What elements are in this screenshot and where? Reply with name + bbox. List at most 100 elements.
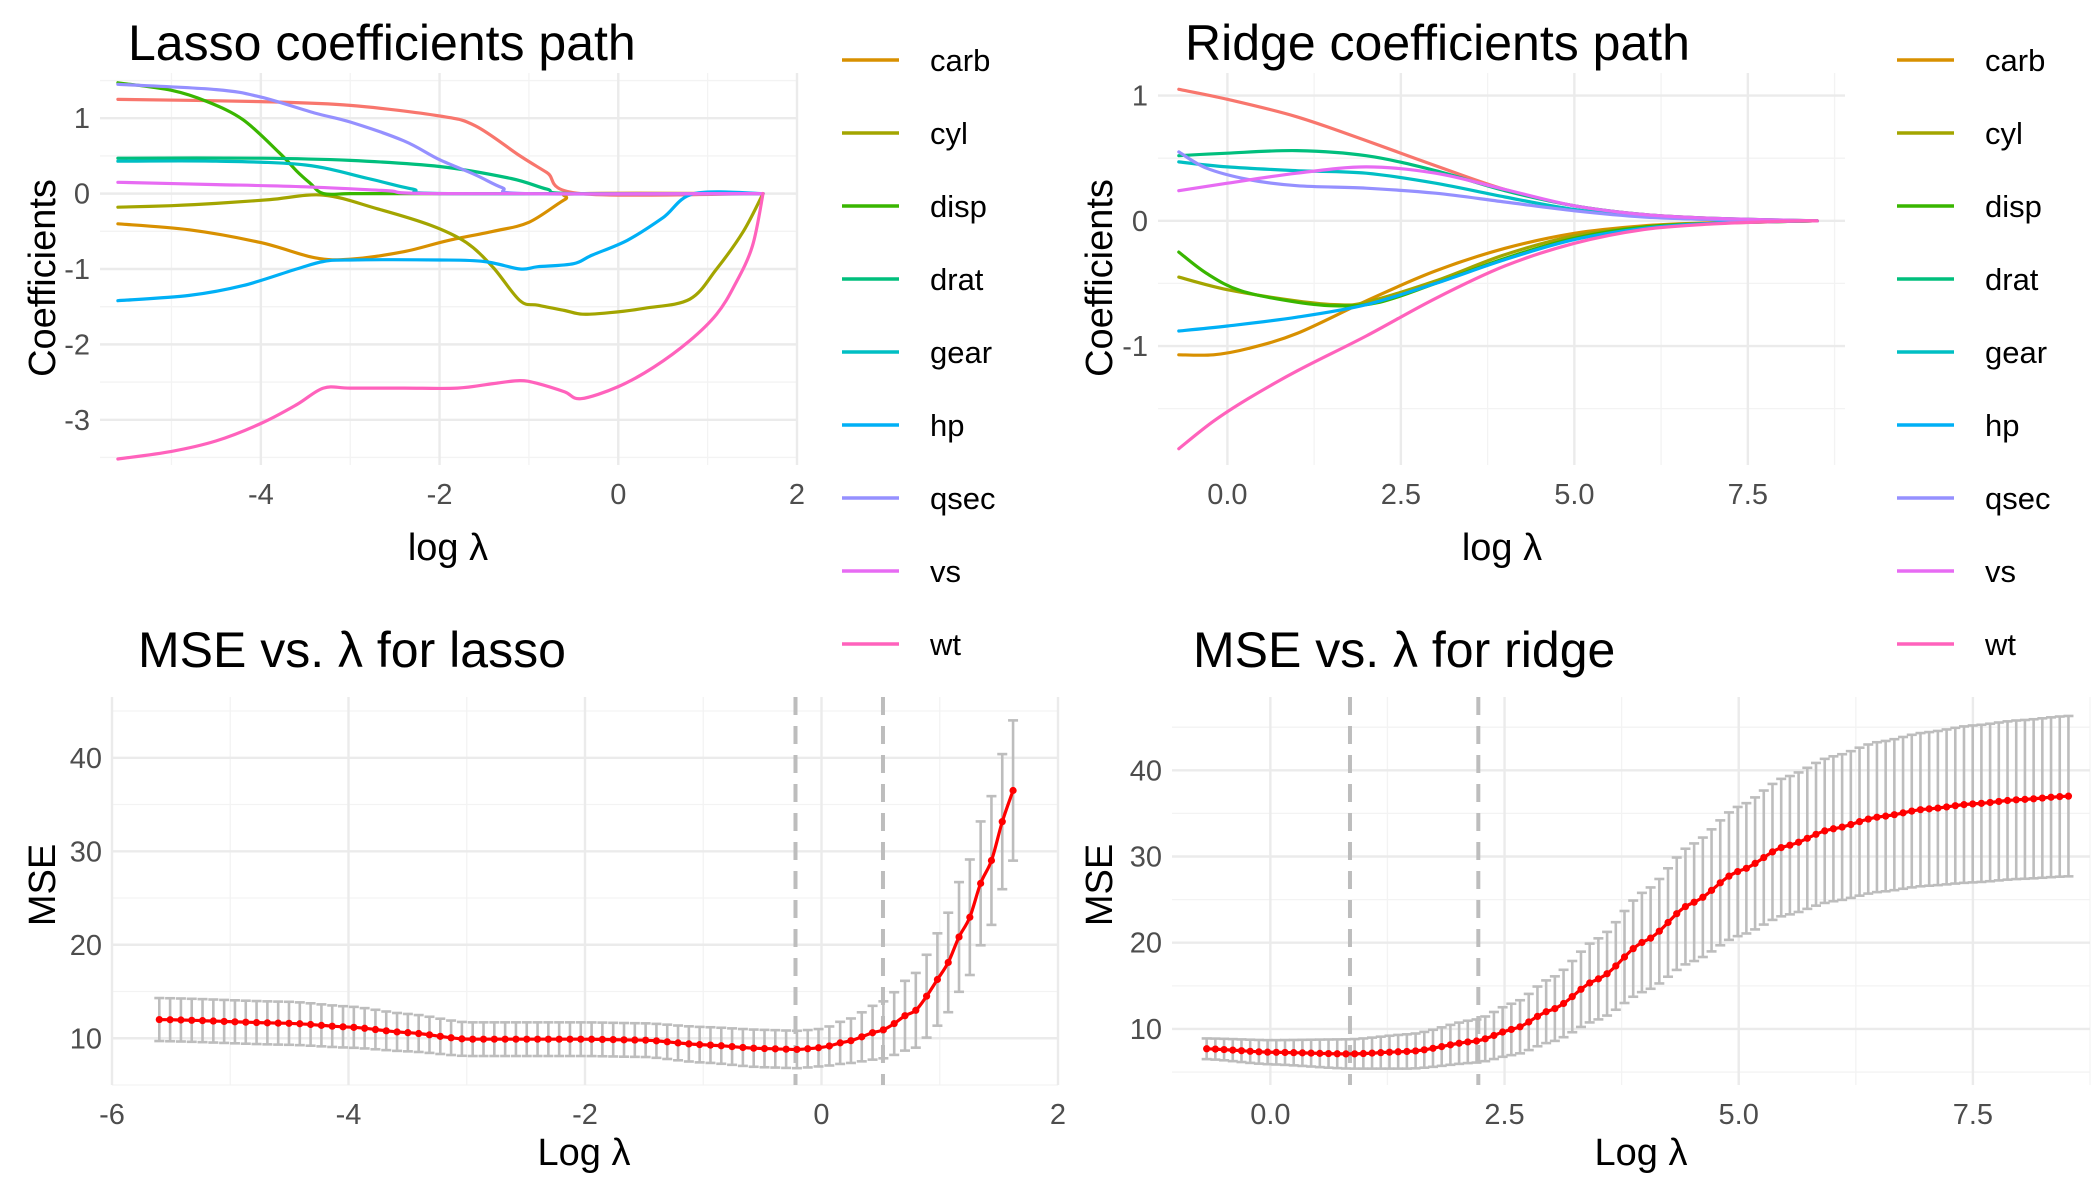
ridge-coef-ytick-label: 1 [1132,81,1148,113]
ridge-mse-mse-point [1499,1028,1507,1036]
ridge-coef-title: Ridge coefficients path [1185,15,1690,71]
lasso-mse-mse-point [382,1027,390,1035]
ridge-coef-legend-label-qsec: qsec [1985,481,2050,516]
ridge-coef-line-vs [1177,165,1819,223]
ridge-mse-mse-point [1890,811,1898,819]
ridge-mse-mse-point [1751,859,1759,868]
lasso-mse-xtick-label: -2 [572,1099,598,1131]
lasso-mse-mse-point [307,1020,315,1029]
lasso-coef-xtick-label: -4 [248,479,274,511]
lasso-mse-mse-point [328,1022,336,1030]
ridge-mse-mse-point [1969,800,1977,808]
lasso-mse-mse-point [933,975,942,984]
lasso-mse-ytick-label: 40 [70,743,102,775]
ridge-mse-mse-point [1638,938,1646,947]
ridge-mse-mse-point [1786,841,1794,849]
ridge-mse-mse-point [1821,827,1829,835]
ridge-mse-mse-point [1229,1046,1237,1054]
ridge-mse-title: MSE vs. λ for ridge [1193,622,1615,678]
lasso-mse-mse-point [598,1035,606,1044]
ridge-mse-mse-point [1394,1048,1402,1056]
lasso-mse-curve [155,786,1017,1054]
lasso-mse-xticks: -6 -4 -2 0 2 [99,1099,1066,1131]
ridge-mse-mse-point [1411,1047,1420,1055]
lasso-mse-xtick-label: 0 [813,1099,829,1131]
ridge-mse-mse-point [1507,1025,1515,1034]
ridge-mse-mse-point [1612,962,1620,970]
lasso-mse-mse-point [760,1044,769,1053]
ridge-mse-mse-point [2021,795,2029,803]
lasso-mse-mse-point [620,1036,628,1044]
lasso-mse-mse-point [198,1017,207,1025]
lasso-mse-ytick-label: 20 [70,930,102,962]
lasso-mse-mse-point [782,1045,790,1053]
lasso-coef-panel: Lasso coefficients path -4 -2 0 2 -3-2-101 … [22,15,805,569]
ridge-mse-mse-point [1812,830,1820,838]
ridge-mse-mse-point [1586,979,1594,987]
ridge-mse-mse-point [1342,1050,1350,1058]
ridge-mse-mse-point [1316,1049,1324,1057]
ridge-mse-mse-point [1551,1005,1559,1013]
ridge-mse-grid [1172,697,2091,1085]
lasso-mse-mse-point [631,1036,639,1044]
lasso-mse-mse-point [912,1006,920,1014]
ridge-mse-mse-point [1760,853,1768,862]
ridge-mse-mse-point [1211,1045,1219,1053]
ridge-mse-mse-point [1263,1048,1272,1056]
ridge-mse-mse-point [1594,975,1602,983]
lasso-coef-legend-label-qsec: qsec [930,481,995,516]
lasso-mse-mse-point [728,1043,736,1051]
lasso-mse-mse-point [544,1035,552,1043]
ridge-mse-ytick-label: 10 [1130,1014,1162,1046]
ridge-mse-mse-point [1324,1049,1333,1058]
ridge-mse-mse-point [1681,902,1690,911]
ridge-mse-mse-point [1351,1050,1359,1058]
lasso-mse-mse-point [231,1018,239,1026]
lasso-coef-ytick-label: -3 [64,405,90,437]
lasso-mse-mse-point [868,1029,877,1037]
lasso-mse-mse-point [793,1045,801,1054]
ridge-mse-mse-point [1995,797,2003,806]
ridge-mse-mse-point [1908,807,1916,815]
lasso-mse-mse-point [490,1035,498,1043]
lasso-mse-mse-point [739,1043,747,1052]
ridge-mse-mse-point [1455,1039,1463,1047]
lasso-mse-ylabel: MSE [22,844,64,926]
ridge-coef-legend-label-gear: gear [1985,335,2047,370]
ridge-mse-xtick-label: 5.0 [1719,1099,1759,1131]
lasso-mse-mse-point [814,1044,823,1052]
ridge-mse-mse-point [2056,792,2064,801]
lasso-mse-mse-point [944,958,952,967]
lasso-mse-mse-point [425,1031,434,1039]
ridge-mse-mse-point [1673,910,1681,918]
ridge-coef-panel: Ridge coefficients path 0.0 2.5 5.0 7.5 -1 0… [1079,15,1845,569]
lasso-coef-line-vs [116,180,765,196]
lasso-mse-mse-point [371,1025,380,1034]
lasso-mse-mse-point [404,1029,412,1037]
ridge-mse-mse-point [1385,1048,1394,1056]
ridge-mse-xtick-label: 0.0 [1250,1099,1290,1131]
lasso-coef-ylabel: Coefficients [22,179,64,377]
lasso-mse-mse-point [350,1023,358,1031]
ridge-mse-mse-point [1272,1048,1280,1056]
lasso-mse-mse-point [263,1019,271,1027]
lasso-mse-mse-point [642,1036,650,1044]
ridge-coef-line-drat [1177,148,1819,223]
ridge-mse-mse-point [1203,1045,1211,1053]
lasso-mse-mse-point [879,1026,887,1034]
lasso-mse-mse-point [274,1019,282,1027]
ridge-coef-line-wt [1177,219,1819,451]
ridge-mse-mse-point [1768,848,1777,856]
ridge-mse-mse-point [1855,818,1864,826]
lasso-coef-line-wt [116,192,765,461]
lasso-mse-mse-point [220,1017,228,1026]
ridge-mse-mse-point [1620,953,1629,961]
lasso-coef-legend-label-cyl: cyl [930,116,968,151]
lasso-mse-xlabel: Log λ [538,1132,631,1174]
lasso-coef-line-cyl [116,192,765,316]
ridge-mse-mse-point [1438,1042,1446,1051]
lasso-mse-mse-point [393,1028,401,1036]
lasso-mse-mse-point [652,1037,661,1045]
ridge-mse-mse-point [1655,927,1663,935]
ridge-mse-mse-point [1472,1037,1481,1045]
